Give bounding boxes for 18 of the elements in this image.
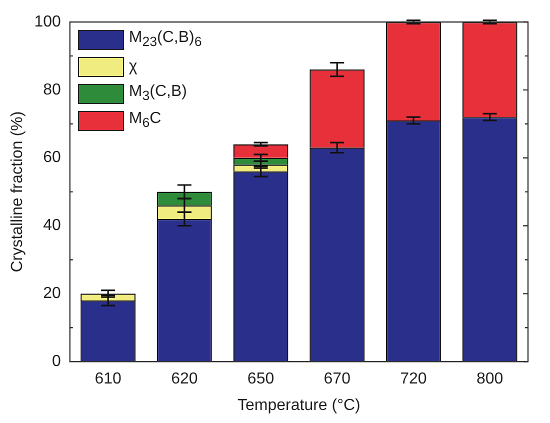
legend-label: M$_{23}$(C,B)$_{6}$: [128, 29, 202, 50]
legend-label: χ: [128, 58, 138, 76]
y-axis-title: Crystalline fraction (%): [9, 111, 26, 272]
x-tick-label: 800: [476, 370, 504, 388]
x-tick-label: 670: [324, 370, 351, 388]
legend-label: M$_{6}$C: [128, 110, 162, 131]
x-tick-label: 650: [247, 370, 274, 388]
y-tick-label: 100: [34, 13, 61, 30]
y-tick-label: 40: [43, 217, 61, 234]
x-axis-title: Temperature (°C): [238, 396, 360, 414]
y-tick-label: 80: [43, 81, 61, 98]
x-tick-label: 610: [94, 370, 122, 388]
y-tick-label: 0: [52, 353, 61, 370]
y-tick-label: 20: [43, 285, 61, 302]
x-tick-label: 620: [171, 370, 198, 388]
x-tick-label: 720: [400, 370, 427, 388]
legend-label: M$_{3}$(C,B): [128, 83, 187, 104]
y-tick-label: 60: [43, 149, 61, 166]
